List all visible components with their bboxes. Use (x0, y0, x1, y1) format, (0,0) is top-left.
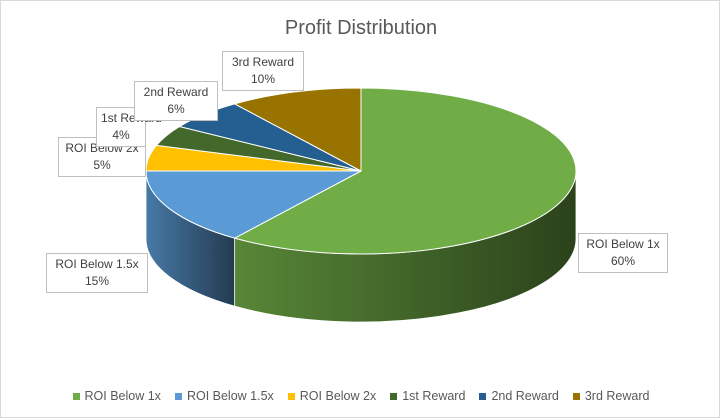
legend-item-6: 3rd Reward (572, 389, 650, 403)
chart-title: Profit Distribution (284, 17, 438, 39)
data-label-6: 3rd Reward 10% (222, 51, 304, 91)
legend-label: ROI Below 2x (299, 389, 377, 403)
data-label-2: ROI Below 1.5x 15% (46, 253, 148, 293)
legend-label: 1st Reward (402, 389, 466, 403)
legend-item-4: 1st Reward (390, 389, 465, 403)
legend-swatch (287, 392, 295, 400)
legend-item-1: ROI Below 1x (72, 389, 161, 403)
legend-item-2: ROI Below 1.5x (174, 389, 274, 403)
data-label-value: 15% (84, 274, 110, 288)
legend-swatch (479, 392, 487, 400)
data-label-category: 3rd Reward (231, 55, 295, 69)
legend-label: 3rd Reward (584, 389, 650, 403)
legend-swatch (390, 392, 398, 400)
legend-item-3: ROI Below 2x (287, 389, 377, 403)
legend-item-5: 2nd Reward (479, 389, 559, 403)
data-label-category: ROI Below 1x (586, 237, 660, 251)
data-label-category: 2nd Reward (143, 85, 209, 99)
data-label-value: 4% (112, 128, 130, 142)
legend-swatch (174, 392, 182, 400)
legend-swatch (72, 392, 80, 400)
data-label-value: 5% (93, 158, 111, 172)
data-label-value: 6% (167, 102, 185, 116)
pie-slice-2 (145, 170, 362, 239)
legend-label: ROI Below 1x (84, 389, 161, 403)
data-label-5: 2nd Reward 6% (134, 81, 218, 121)
legend-label: ROI Below 1.5x (186, 389, 274, 403)
legend: ROI Below 1x ROI Below 1.5x ROI Below 2x 1s… (1, 389, 719, 403)
legend-label: 2nd Reward (491, 389, 559, 403)
pie-slice-6 (233, 87, 362, 172)
data-label-value: 60% (610, 254, 636, 268)
legend-swatch (572, 392, 580, 400)
data-label-category: ROI Below 1.5x (55, 257, 139, 271)
pie-slice-1 (233, 87, 577, 255)
data-label-1: ROI Below 1x 60% (578, 233, 668, 273)
data-label-value: 10% (250, 72, 276, 86)
